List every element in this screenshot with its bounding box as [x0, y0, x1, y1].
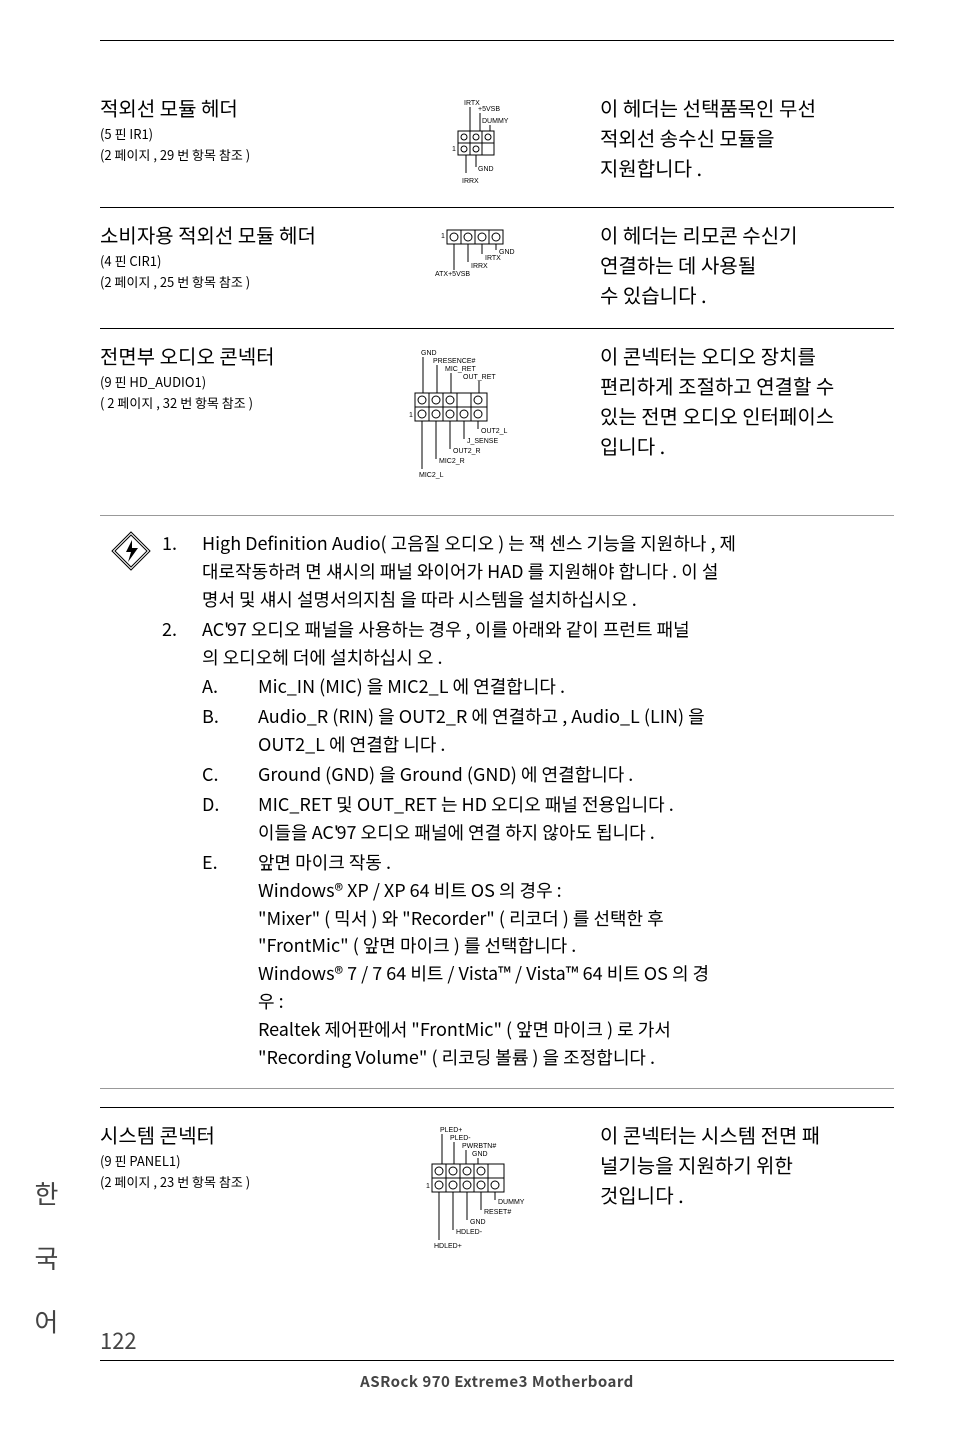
desc-line: 이 콘넥터는 오디오 장치를	[600, 341, 894, 371]
svg-text:RESET#: RESET#	[484, 1209, 511, 1216]
note-text: Audio_R (RIN) 을 OUT2_R 에 연결하고 , Audio_L …	[258, 703, 884, 731]
note-text: High Definition Audio( 고음질 오디오 ) 는 잭 센스 …	[202, 530, 884, 558]
note-text: 대로작동하려 면 섀시의 패널 와이어가 HAD 를 지원해야 합니다 . 이 …	[202, 558, 884, 586]
svg-text:IRTX: IRTX	[485, 255, 501, 262]
svg-text:IRRX: IRRX	[471, 263, 488, 270]
svg-text:PLED-: PLED-	[450, 1135, 471, 1142]
diagram-ir1: IRTX +5VSB DUMMY 1	[440, 97, 520, 189]
desc-line: 연결하는 데 사용될	[600, 250, 894, 280]
language-tab: 한 국 어	[28, 1180, 65, 1340]
svg-text:OUT_RET: OUT_RET	[463, 374, 496, 381]
note-text: 의 오디오헤 더에 설치하십시 오 .	[202, 644, 884, 672]
desc-line: 입니다 .	[600, 431, 894, 461]
note-number: 2.	[162, 616, 202, 672]
svg-text:MIC2_R: MIC2_R	[439, 458, 465, 465]
svg-text:IRRX: IRRX	[462, 178, 479, 185]
desc-line: 적외선 송수신 모듈을	[600, 123, 894, 153]
svg-text:PRESENCE#: PRESENCE#	[433, 358, 476, 365]
svg-text:PWRBTN#: PWRBTN#	[462, 1143, 496, 1150]
footer-text: ASRock 970 Extreme3 Motherboard	[100, 1371, 894, 1392]
svg-text:PLED+: PLED+	[440, 1127, 462, 1134]
svg-text:OUT2_L: OUT2_L	[481, 428, 508, 435]
svg-text:GND: GND	[478, 166, 494, 173]
note-text: Ground (GND) 을 Ground (GND) 에 연결합니다 .	[258, 761, 884, 789]
note-text: "FrontMic" ( 앞면 마이크 ) 를 선택합니다 .	[258, 932, 884, 960]
svg-text:MIC_RET: MIC_RET	[445, 366, 476, 373]
header-sub: (9 핀 PANEL1)	[100, 1151, 370, 1170]
note-text: 우 :	[258, 988, 884, 1016]
svg-text:1: 1	[441, 233, 445, 240]
diagram-hdaudio: GND PRESENCE# MIC_RET OUT_RET	[405, 345, 555, 487]
svg-text:ATX+5VSB: ATX+5VSB	[435, 271, 470, 278]
svg-text:GND: GND	[499, 249, 515, 256]
note-text: Mic_IN (MIC) 을 MIC2_L 에 연결합니다 .	[258, 673, 884, 701]
header-ref: (2 페이지 , 23 번 항목 참조 )	[100, 1172, 370, 1191]
svg-text:HDLED-: HDLED-	[456, 1229, 483, 1236]
desc-line: 이 헤더는 선택품목인 무선	[600, 93, 894, 123]
note-text: Realtek 제어판에서 "FrontMic" ( 앞면 마이크 ) 로 가서	[258, 1016, 884, 1044]
note-letter: E.	[202, 849, 258, 1072]
note-text: "Recording Volume" ( 리코딩 볼륨 ) 을 조정합니다 .	[258, 1044, 884, 1072]
note-box: 1. High Definition Audio( 고음질 오디오 ) 는 잭 …	[100, 515, 894, 1089]
note-text: OUT2_L 에 연결합 니다 .	[258, 731, 884, 759]
page-number: 122	[100, 1324, 894, 1356]
svg-text:GND: GND	[472, 1151, 488, 1158]
note-text: Windows® XP / XP 64 비트 OS 의 경우 :	[258, 877, 884, 905]
note-text: 명서 및 섀시 설명서의지침 을 따라 시스템을 설치하십시오 .	[202, 586, 884, 614]
svg-text:OUT2_R: OUT2_R	[453, 448, 481, 455]
svg-text:1: 1	[409, 412, 413, 419]
header-ref: ( 2 페이지 , 32 번 항목 참조 )	[100, 393, 370, 412]
header-title: 시스템 콘넥터	[100, 1120, 370, 1149]
svg-text:GND: GND	[470, 1219, 486, 1226]
desc-line: 있는 전면 오디오 인터페이스	[600, 401, 894, 431]
svg-text:HDLED+: HDLED+	[434, 1243, 462, 1250]
svg-text:1: 1	[426, 1183, 430, 1190]
header-title: 소비자용 적외선 모듈 헤더	[100, 220, 370, 249]
svg-text:DUMMY: DUMMY	[482, 118, 509, 125]
note-text: AC'97 오디오 패널을 사용하는 경우 , 이를 아래와 같이 프런트 패널	[202, 616, 884, 644]
desc-line: 널기능을 지원하기 위한	[600, 1150, 894, 1180]
svg-text:J_SENSE: J_SENSE	[467, 438, 498, 445]
note-text: MIC_RET 및 OUT_RET 는 HD 오디오 패널 전용입니다 .	[258, 791, 884, 819]
note-letter: D.	[202, 791, 258, 847]
desc-line: 이 헤더는 리모콘 수신기	[600, 220, 894, 250]
header-title: 적외선 모듈 헤더	[100, 93, 370, 122]
svg-text:GND: GND	[421, 350, 437, 357]
note-text: "Mixer" ( 믹서 ) 와 "Recorder" ( 리코더 ) 를 선택…	[258, 905, 884, 933]
header-sub: (5 핀 IR1)	[100, 124, 370, 143]
header-ref: (2 페이지 , 29 번 항목 참조 )	[100, 145, 370, 164]
svg-text:MIC2_L: MIC2_L	[419, 472, 444, 479]
note-letter: C.	[202, 761, 258, 789]
header-sub: (9 핀 HD_AUDIO1)	[100, 372, 370, 391]
svg-text:1: 1	[452, 146, 456, 153]
header-ref: (2 페이지 , 25 번 항목 참조 )	[100, 272, 370, 291]
svg-text:DUMMY: DUMMY	[498, 1199, 525, 1206]
desc-line: 지원합니다 .	[600, 153, 894, 183]
note-text: Windows® 7 / 7 64 비트 / Vista™ / Vista™ 6…	[258, 960, 884, 988]
note-letter: A.	[202, 673, 258, 701]
note-letter: B.	[202, 703, 258, 759]
note-text: 이들을 AC'97 오디오 패널에 연결 하지 않아도 됩니다 .	[258, 819, 884, 847]
desc-line: 것입니다 .	[600, 1180, 894, 1210]
diagram-cir1: 1 GND IRTX IRRX ATX+5VSB	[425, 224, 535, 286]
lightning-icon	[110, 530, 152, 572]
svg-text:+5VSB: +5VSB	[478, 106, 500, 113]
diagram-panel1: PLED+ PLED- PWRBTN# GND	[410, 1124, 550, 1256]
desc-line: 편리하게 조절하고 연결할 수	[600, 371, 894, 401]
desc-line: 이 콘넥터는 시스템 전면 패	[600, 1120, 894, 1150]
note-text: 앞면 마이크 작동 .	[258, 849, 884, 877]
header-title: 전면부 오디오 콘넥터	[100, 341, 370, 370]
desc-line: 수 있습니다 .	[600, 280, 894, 310]
note-number: 1.	[162, 530, 202, 614]
header-sub: (4 핀 CIR1)	[100, 251, 370, 270]
